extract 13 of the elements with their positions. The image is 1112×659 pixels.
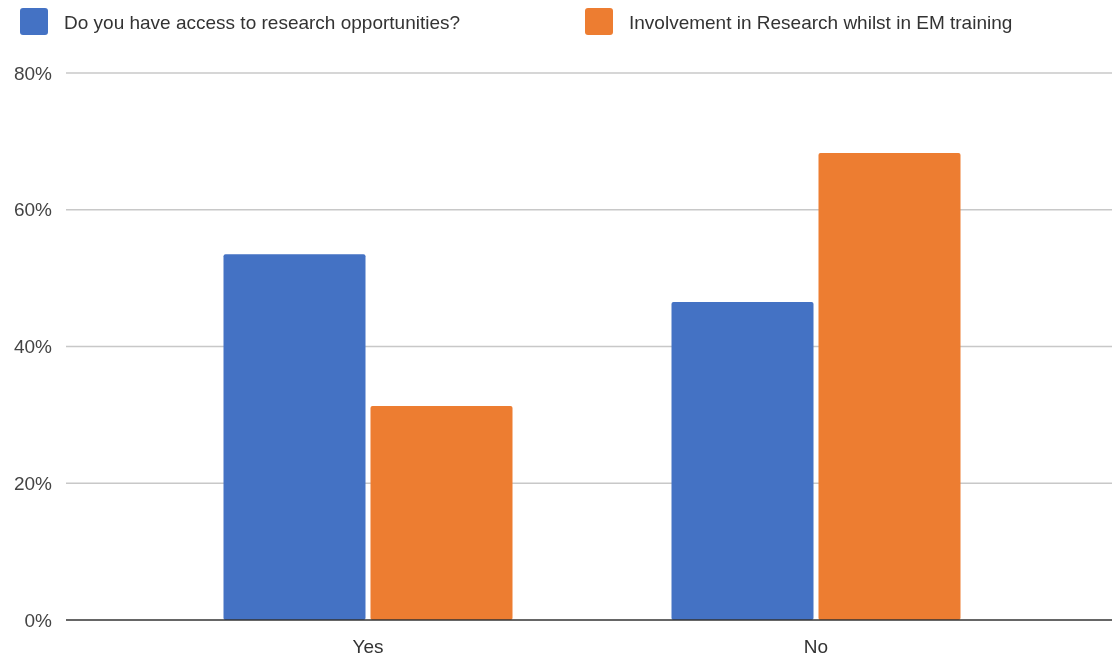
y-tick-label: 20% [13, 472, 53, 494]
x-tick-label: No [803, 635, 829, 657]
legend-label: Do you have access to research opportunities? [64, 11, 461, 33]
bar [223, 254, 366, 620]
y-tick-label: 40% [13, 336, 53, 358]
x-tick-label: Yes [352, 635, 384, 657]
y-tick-label: 80% [13, 62, 53, 84]
y-tick-label: 60% [13, 199, 53, 221]
bar [818, 153, 961, 620]
y-tick-label: 0% [24, 609, 53, 631]
bar [370, 405, 513, 620]
bar [671, 302, 814, 620]
legend-label: Involvement in Research whilst in EM training [629, 11, 1013, 33]
